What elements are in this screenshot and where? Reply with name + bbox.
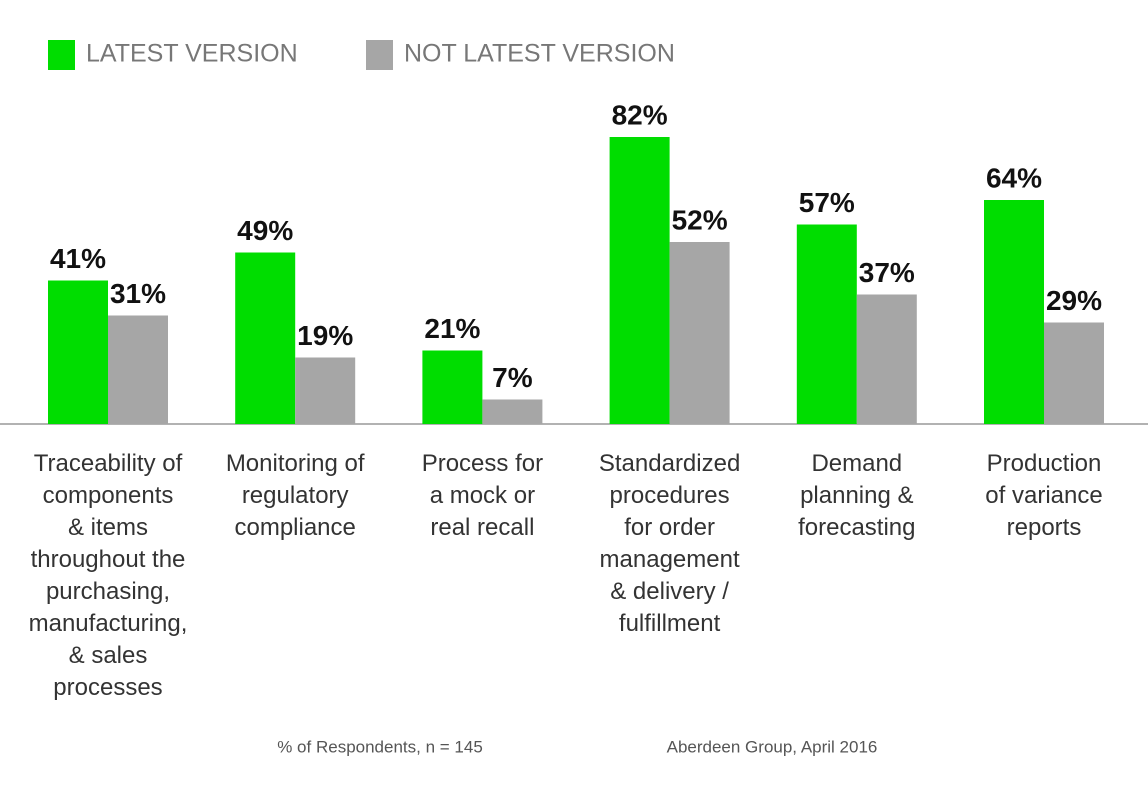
bar — [482, 399, 543, 424]
value-label: 31% — [110, 278, 166, 309]
value-label: 41% — [50, 243, 106, 274]
value-label: 52% — [672, 204, 728, 235]
legend-swatch — [48, 40, 75, 70]
bar — [108, 315, 168, 424]
legend-swatch — [366, 40, 393, 70]
value-label: 19% — [297, 320, 353, 351]
x-tick-label: Monitoring of regulatory compliance — [225, 450, 365, 541]
x-tick-label: Standardized procedures for order manage… — [598, 450, 741, 637]
bar — [422, 350, 483, 424]
legend-label: LATEST VERSION — [86, 40, 298, 68]
x-tick-label: Demand planning & forecasting — [798, 450, 916, 541]
value-label: 82% — [612, 99, 668, 130]
source: Aberdeen Group, April 2016 — [667, 737, 878, 756]
bar — [796, 224, 857, 424]
value-label: 64% — [986, 162, 1042, 193]
bar — [856, 294, 917, 424]
value-label: 49% — [237, 215, 293, 246]
bar — [609, 137, 670, 424]
value-label: 57% — [799, 187, 855, 218]
legend-label: NOT LATEST VERSION — [404, 40, 675, 68]
note: % of Respondents, n = 145 — [277, 737, 483, 756]
x-tick-label: Process for a mock or real recall — [421, 450, 544, 541]
x-tick-label: Production of variance reports — [985, 450, 1103, 541]
bar — [669, 242, 730, 424]
bar — [295, 357, 356, 424]
value-label: 7% — [492, 362, 533, 393]
bar — [235, 252, 296, 424]
value-label: 21% — [424, 313, 480, 344]
x-tick-label: Traceability of components & items throu… — [28, 450, 188, 701]
bar — [48, 280, 108, 424]
value-label: 37% — [859, 257, 915, 288]
value-label: 29% — [1046, 285, 1102, 316]
bar — [984, 200, 1044, 424]
bar — [1044, 322, 1104, 424]
